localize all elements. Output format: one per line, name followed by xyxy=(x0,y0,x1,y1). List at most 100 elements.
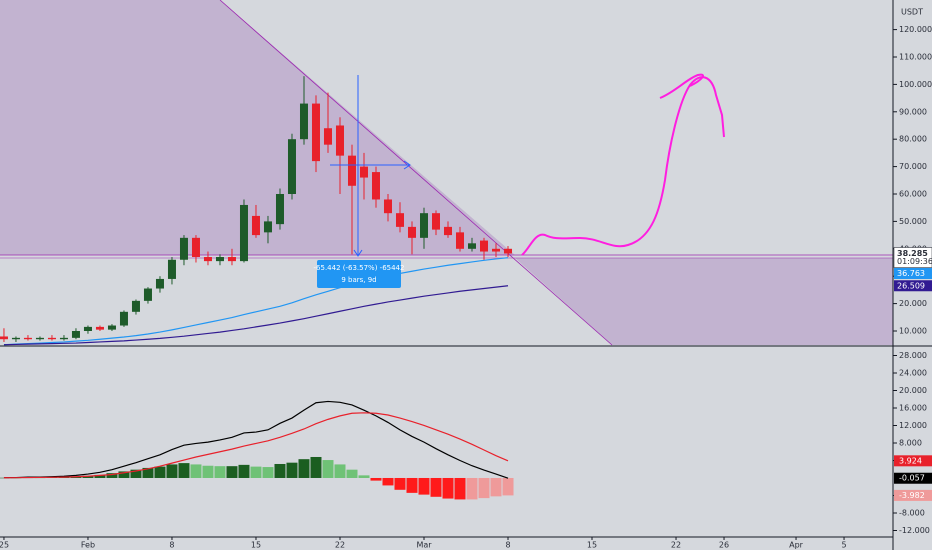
candle-body xyxy=(335,125,344,156)
price-badge-label: 38.285 xyxy=(897,249,928,258)
y-tick-label: 90.000 xyxy=(899,107,927,116)
candle-body xyxy=(227,257,236,262)
candle-body xyxy=(203,257,212,262)
x-tick-label: Feb xyxy=(81,541,95,550)
histogram-bar xyxy=(310,456,322,478)
x-tick-label: 22 xyxy=(671,541,681,550)
signal-badge xyxy=(894,455,932,467)
histogram-bar xyxy=(238,464,250,478)
histogram-bar xyxy=(226,466,238,478)
candle-body xyxy=(371,172,380,200)
histogram-bar xyxy=(94,474,106,478)
ma-badge-label: 36.763 xyxy=(897,269,925,278)
y-tick-label: 80.000 xyxy=(899,135,927,144)
histogram-bar xyxy=(106,473,118,478)
candle-body xyxy=(143,288,152,301)
histogram-bar xyxy=(262,467,274,478)
candle-body xyxy=(504,248,513,254)
candle-body xyxy=(0,336,8,340)
y-tick-label: -8.000 xyxy=(899,508,925,517)
histogram-bar xyxy=(130,469,142,478)
histogram-bar xyxy=(190,464,202,478)
currency: USDT xyxy=(901,8,923,17)
candle-body xyxy=(23,337,32,340)
macd-badge-label: -0.057 xyxy=(899,474,925,483)
x-tick-label: 8 xyxy=(169,541,174,550)
histogram-bar xyxy=(454,477,466,500)
price-badge xyxy=(893,247,932,268)
candle-body xyxy=(299,103,308,140)
histogram-bar xyxy=(154,466,166,478)
histogram-bar xyxy=(478,477,490,499)
candle-body xyxy=(191,237,200,258)
candle-body xyxy=(492,248,501,252)
candle-body xyxy=(347,155,356,186)
candle-body xyxy=(419,213,428,238)
signal-line xyxy=(3,412,509,479)
y-tick-label: -12.000 xyxy=(899,526,930,535)
histogram-bar xyxy=(82,475,94,478)
histogram-bar xyxy=(334,464,346,478)
candle-body xyxy=(456,232,465,249)
histogram-bar xyxy=(394,477,406,490)
y-tick-label: 10.000 xyxy=(899,326,927,335)
candle-body xyxy=(167,259,176,279)
histogram-bar xyxy=(118,471,130,478)
histogram-bar xyxy=(430,477,442,497)
triangle-shade xyxy=(515,258,893,345)
candle-body xyxy=(480,240,489,252)
histogram-bar xyxy=(214,466,226,478)
histogram-bar xyxy=(370,477,382,481)
candle-body xyxy=(119,311,128,326)
measure-arrow xyxy=(353,249,363,257)
candle-body xyxy=(251,215,260,236)
histogram-bar xyxy=(202,465,214,478)
histogram-bar xyxy=(298,459,310,478)
histogram-bar xyxy=(178,463,190,478)
histogram-bar xyxy=(250,466,262,478)
x-tick-label: Mar xyxy=(416,541,432,550)
x-tick-label: 25 xyxy=(0,541,9,550)
histogram-badge-label: -3.982 xyxy=(899,491,925,500)
measure-bars: 9 bars, 9d xyxy=(341,276,376,284)
measure-text: -65.442 (-63.57%) -65442 xyxy=(314,264,405,272)
countdown: 01:09:36 xyxy=(897,257,932,266)
candle-body xyxy=(407,226,416,238)
trend-line xyxy=(219,0,613,346)
x-tick-label: Apr xyxy=(789,541,804,550)
moving-average xyxy=(3,285,509,346)
drawn-arrow xyxy=(659,73,705,99)
y-tick-label: 120.000 xyxy=(899,25,932,34)
x-tick-label: 8 xyxy=(505,541,510,550)
x-tick-label: 26 xyxy=(719,541,729,550)
measure-arrow xyxy=(403,160,411,170)
ma-badge xyxy=(894,267,932,279)
y-tick-label: 24.000 xyxy=(899,368,927,377)
y-tick-label: 16.000 xyxy=(899,403,927,412)
x-tick-label: 22 xyxy=(335,541,345,550)
candle-body xyxy=(383,199,392,214)
y-tick-label: 60.000 xyxy=(899,189,927,198)
histogram-bar xyxy=(490,477,502,497)
candle-body xyxy=(179,237,188,260)
histogram-bar xyxy=(322,460,334,478)
candle-body xyxy=(35,337,44,340)
y-tick-label: 20.000 xyxy=(899,386,927,395)
candle-body xyxy=(444,226,453,236)
candle-body xyxy=(287,139,296,194)
candle-body xyxy=(311,103,320,162)
histogram-bar xyxy=(382,477,394,486)
triangle-shade xyxy=(0,0,515,255)
macd-line xyxy=(3,400,509,479)
y-tick-label: 12.000 xyxy=(899,421,927,430)
histogram-bar xyxy=(502,477,514,496)
measure-box xyxy=(317,260,401,288)
histogram-bar xyxy=(442,477,454,499)
candle-body xyxy=(131,300,140,312)
x-tick-label: 15 xyxy=(587,541,597,550)
histogram-bar xyxy=(166,464,178,478)
histogram-bar xyxy=(466,477,478,500)
